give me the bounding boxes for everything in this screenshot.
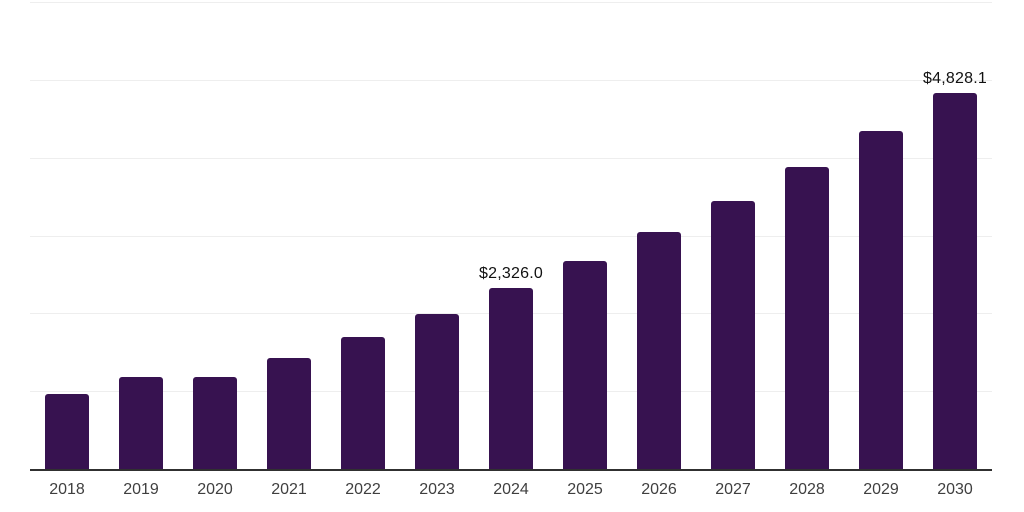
x-tick-label-2019: 2019 xyxy=(123,481,159,498)
x-tick-label-2021: 2021 xyxy=(271,481,307,498)
gridline-6000 xyxy=(30,2,992,3)
bar-slot-2028 xyxy=(770,2,844,469)
x-tick-label-2027: 2027 xyxy=(715,481,751,498)
x-tick-label-2023: 2023 xyxy=(419,481,455,498)
bar-slot-2030: $4,828.1 xyxy=(918,2,992,469)
x-tick-label-2028: 2028 xyxy=(789,481,825,498)
x-tick-label-2029: 2029 xyxy=(863,481,899,498)
bar-slot-2027 xyxy=(696,2,770,469)
bar-slot-2026 xyxy=(622,2,696,469)
bar-2023 xyxy=(415,314,459,469)
bar-slot-2020 xyxy=(178,2,252,469)
bar-slot-2025 xyxy=(548,2,622,469)
x-tick-label-2020: 2020 xyxy=(197,481,233,498)
x-tick-label-2022: 2022 xyxy=(345,481,381,498)
bar-2026 xyxy=(637,232,681,469)
bar-2029 xyxy=(859,131,903,469)
bar-2019 xyxy=(119,376,163,469)
x-tick-label-2025: 2025 xyxy=(567,481,603,498)
bar-slot-2023 xyxy=(400,2,474,469)
bar-slot-2022 xyxy=(326,2,400,469)
bar-2021 xyxy=(267,358,311,469)
gridline-4000 xyxy=(30,157,992,159)
bar-2018 xyxy=(45,393,89,469)
value-label-2030: $4,828.1 xyxy=(923,70,987,88)
value-label-2024: $2,326.0 xyxy=(479,264,543,282)
x-tick-label-2030: 2030 xyxy=(937,481,973,498)
bar-2024 xyxy=(489,287,533,469)
gridline-3000 xyxy=(30,235,992,237)
bar-2020 xyxy=(193,376,237,469)
bar-2030 xyxy=(933,93,977,469)
bar-2028 xyxy=(785,167,829,469)
plot-area: $2,326.0 $4,828.1 xyxy=(30,2,992,471)
x-tick-label-2018: 2018 xyxy=(49,481,85,498)
bar-slot-2029 xyxy=(844,2,918,469)
bar-2025 xyxy=(563,261,607,469)
x-tick-label-2026: 2026 xyxy=(641,481,677,498)
bar-2027 xyxy=(711,201,755,469)
x-axis-labels: 2018 2019 2020 2021 2022 2023 2024 2025 2026 2027… xyxy=(30,481,992,499)
gridline-5000 xyxy=(30,79,992,81)
bar-slot-2021 xyxy=(252,2,326,469)
bar-slot-2024: $2,326.0 xyxy=(474,2,548,469)
bar-slot-2018 xyxy=(30,2,104,469)
bar-2022 xyxy=(341,336,385,469)
bar-slot-2019 xyxy=(104,2,178,469)
bars-row: $2,326.0 $4,828.1 xyxy=(30,2,992,469)
x-tick-label-2024: 2024 xyxy=(493,481,529,498)
